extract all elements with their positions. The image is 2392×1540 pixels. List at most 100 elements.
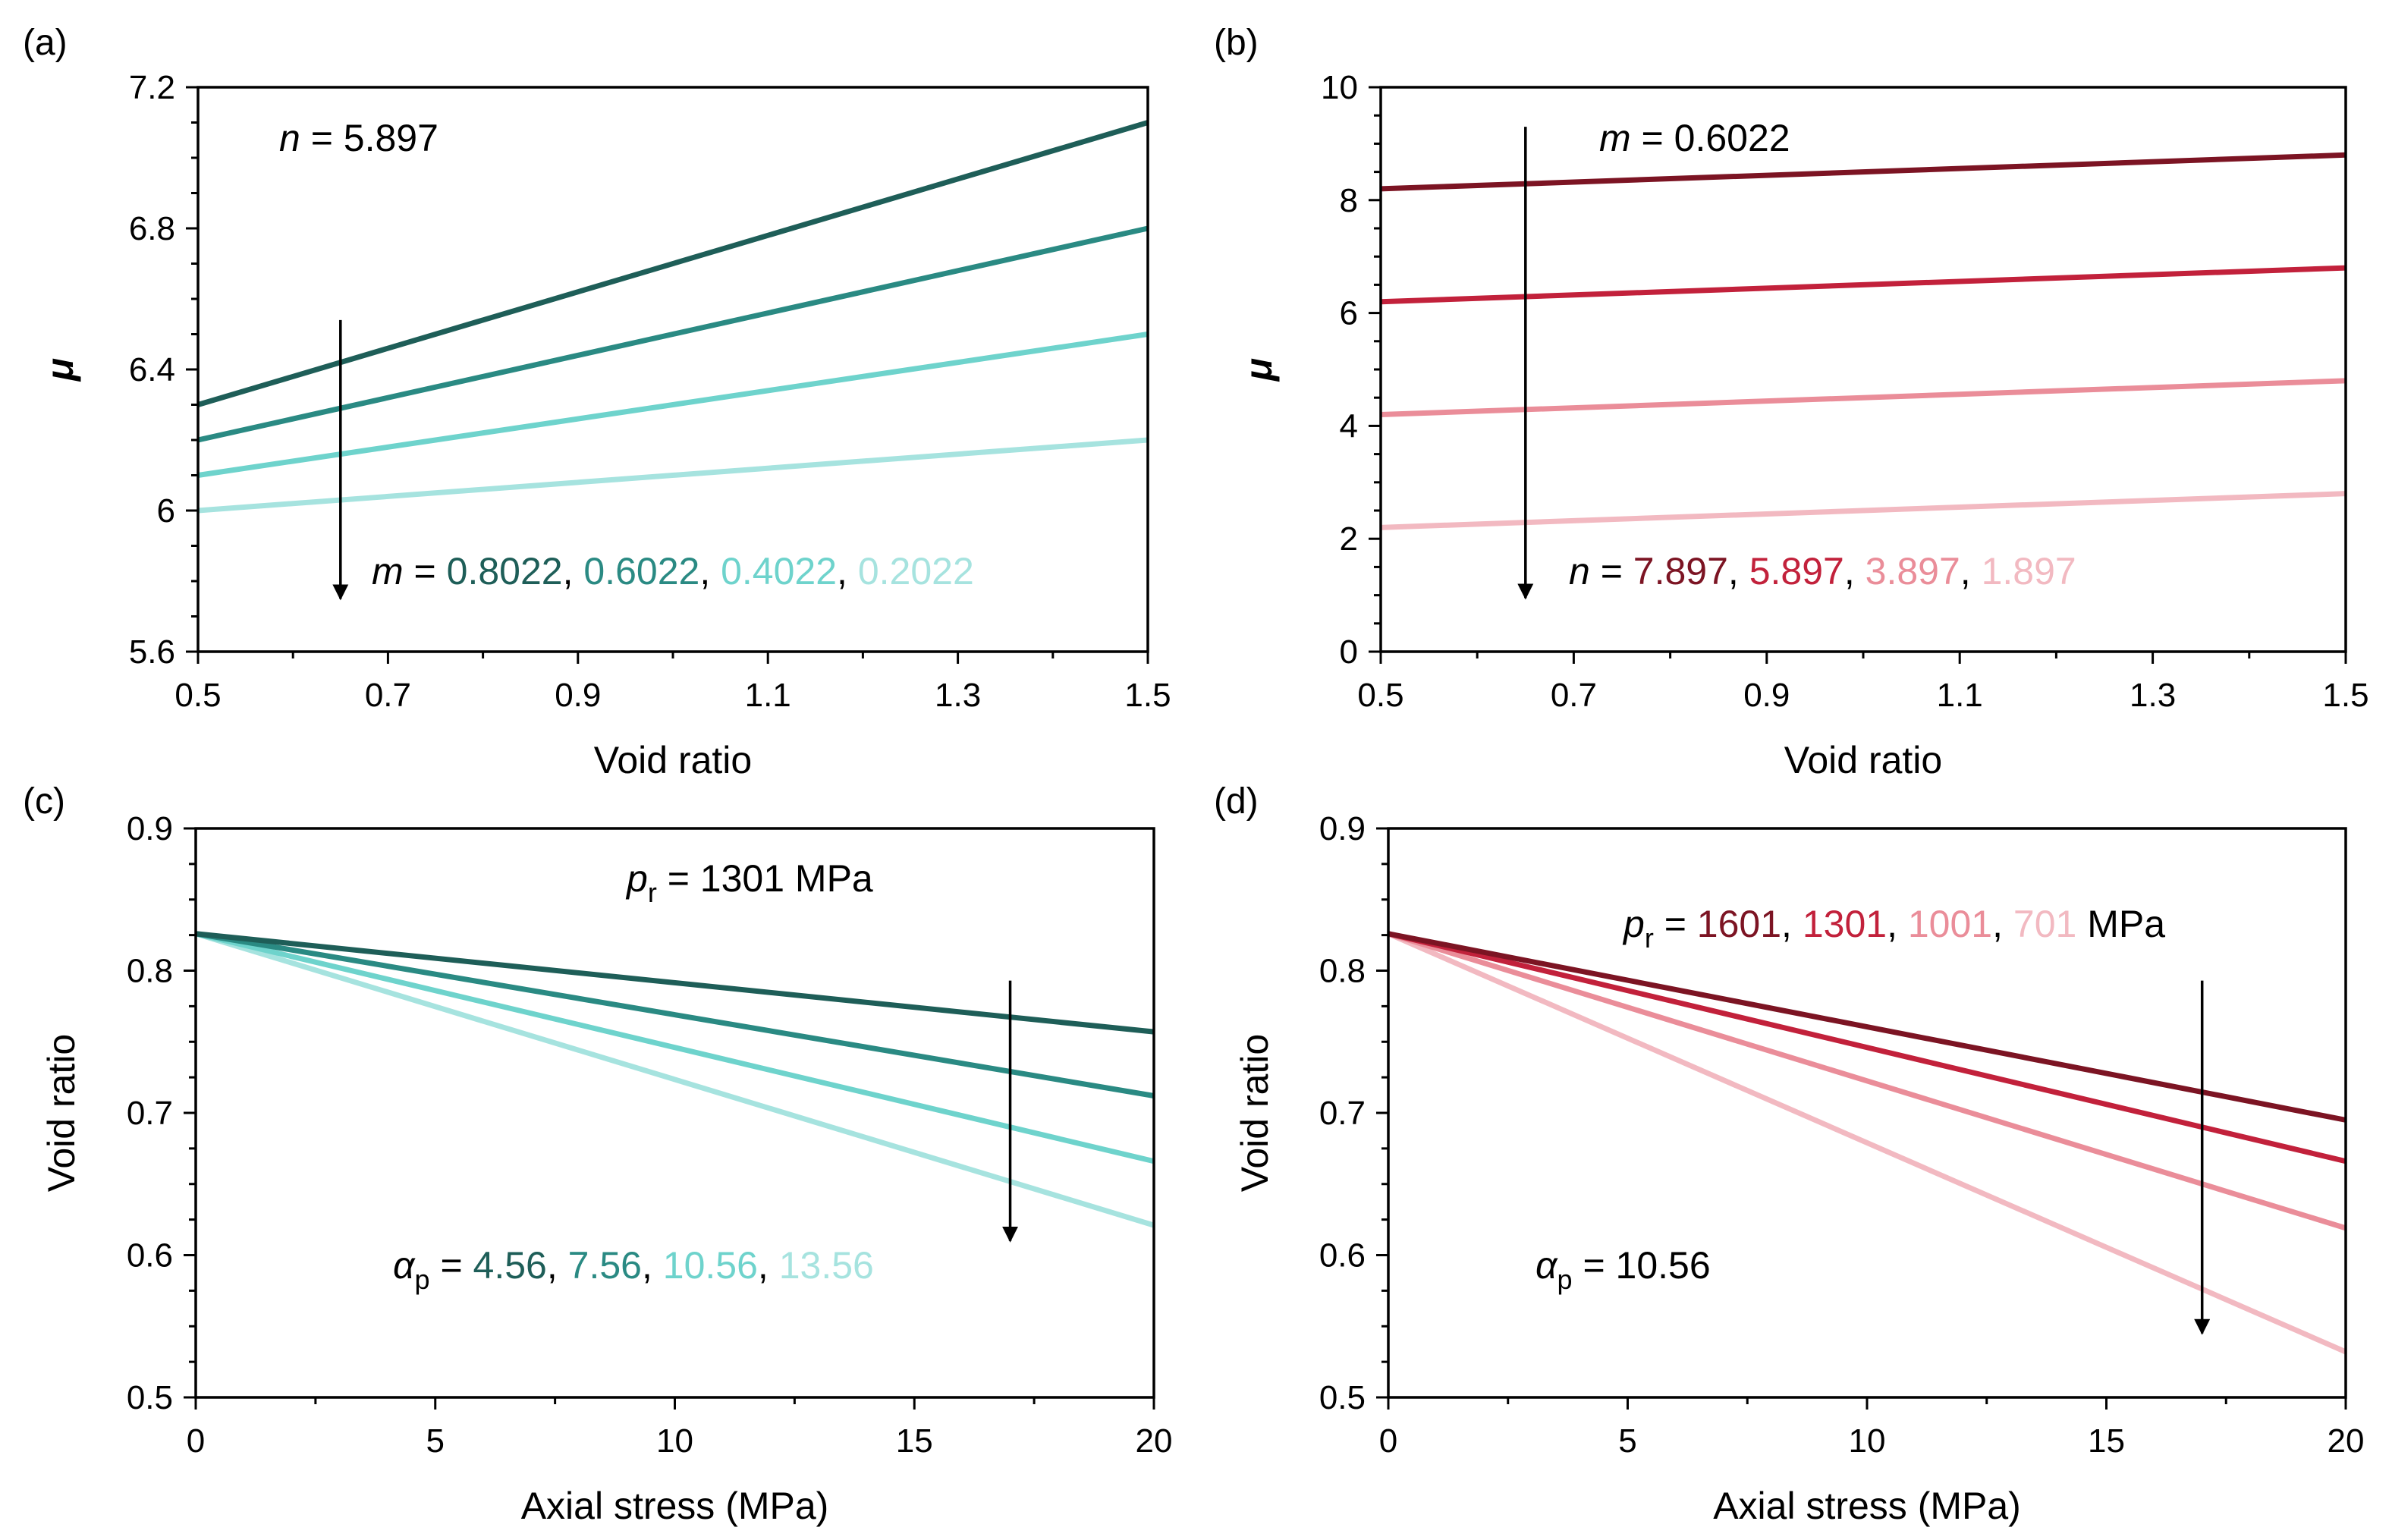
series-line-1601 — [1388, 931, 2346, 1123]
series-line-3.897 — [1380, 378, 2346, 418]
symbol-text: p — [1622, 903, 1645, 945]
x-tick-label: 15 — [896, 1422, 933, 1460]
series-line-701 — [1387, 931, 2347, 1355]
legend-value-10.56: 10.56 — [663, 1244, 758, 1287]
y-axis-title: Void ratio — [40, 1034, 83, 1192]
x-tick-label: 20 — [1136, 1422, 1173, 1460]
legend-value-0.4022: 0.4022 — [721, 550, 837, 592]
series-legend-annotation: m = 0.8022, 0.6022, 0.4022, 0.2022 — [372, 550, 974, 592]
separator-text: , — [1844, 550, 1866, 592]
x-axis-title: Axial stress (MPa) — [521, 1485, 829, 1527]
legend-value-0.6022: 0.6022 — [583, 550, 699, 592]
series-line-13.56 — [194, 931, 1155, 1228]
series-line-7.56 — [195, 931, 1155, 1098]
equals-text: = — [300, 117, 344, 159]
equals-text: = — [430, 1244, 473, 1287]
x-tick-label: 5 — [1618, 1422, 1636, 1460]
series-line-10.56 — [195, 931, 1155, 1164]
x-tick-label: 1.3 — [935, 677, 981, 714]
y-tick-label: 6.4 — [129, 351, 175, 388]
symbol-text: α — [393, 1244, 416, 1287]
fixed-param-annotation: pr = 1301 MPa — [625, 857, 873, 908]
y-tick-label: 0.7 — [1319, 1095, 1366, 1132]
y-tick-label: 4 — [1340, 407, 1358, 445]
y-tick-label: 0.5 — [1319, 1379, 1366, 1416]
legend-value-1601: 1601 — [1697, 903, 1781, 945]
unit-text: MPa — [2076, 903, 2165, 945]
x-tick-label: 0.9 — [1743, 677, 1790, 714]
y-tick-label: 0.5 — [127, 1379, 173, 1416]
x-tick-label: 0.5 — [174, 677, 221, 714]
x-tick-label: 0.7 — [1551, 677, 1597, 714]
value-text: 5.897 — [344, 117, 438, 159]
x-tick-label: 10 — [656, 1422, 693, 1460]
legend-value-4.56: 4.56 — [473, 1244, 547, 1287]
panel-label: (d) — [1214, 781, 1259, 822]
symbol-text: α — [1535, 1244, 1558, 1287]
x-tick-label: 20 — [2328, 1422, 2365, 1460]
x-axis-title: Void ratio — [1784, 739, 1942, 781]
y-axis-title: Void ratio — [1234, 1034, 1276, 1192]
separator-text: , — [758, 1244, 779, 1287]
separator-text: , — [547, 1244, 568, 1287]
series-line-0.4022 — [197, 332, 1149, 478]
symbol-text: n — [1569, 550, 1590, 592]
x-tick-label: 15 — [2088, 1422, 2125, 1460]
y-tick-label: 0.7 — [127, 1095, 173, 1132]
x-axis-title: Void ratio — [594, 739, 752, 781]
separator-text: , — [1887, 903, 1908, 945]
panel-b: (b) 0.5 0.7 0.9 1.1 1.3 1.5 0 2 4 6 8 10 Void ratio μ m… — [1214, 23, 2369, 781]
y-axis-title: μ — [39, 358, 81, 382]
series-legend-annotation: αp = 4.56, 7.56, 10.56, 13.56 — [393, 1244, 874, 1295]
equals-text: = — [1590, 550, 1633, 592]
panel-label: (c) — [23, 781, 65, 822]
series-line-0.8022 — [197, 120, 1149, 407]
equals-text: = — [1631, 117, 1674, 159]
series-line-0.6022 — [197, 225, 1149, 443]
legend-value-13.56: 13.56 — [779, 1244, 874, 1287]
separator-text: , — [1992, 903, 2013, 945]
value-text: 10.56 — [1616, 1244, 1711, 1287]
value-text: 0.6022 — [1674, 117, 1790, 159]
y-tick-label: 6.8 — [129, 210, 175, 247]
series-legend-annotation: pr = 1601, 1301, 1001, 701 MPa — [1622, 903, 2165, 954]
legend-value-701: 701 — [2013, 903, 2076, 945]
series-line-7.897 — [1380, 152, 2346, 192]
x-tick-label: 1.1 — [745, 677, 791, 714]
x-tick-label: 10 — [1849, 1422, 1886, 1460]
sub-text: p — [415, 1264, 430, 1295]
panel-label: (b) — [1214, 23, 1259, 63]
separator-text: , — [699, 550, 721, 592]
separator-text: , — [642, 1244, 663, 1287]
symbol-text: n — [279, 117, 300, 159]
sub-text: r — [648, 877, 657, 908]
legend-value-1.897: 1.897 — [1982, 550, 2076, 592]
panel-c: (c) 0 5 10 15 20 0.5 0.6 0.7 0.8 0.9 Axial stress (… — [23, 781, 1172, 1527]
sub-text: r — [1645, 922, 1654, 954]
series-legend-annotation: n = 7.897, 5.897, 3.897, 1.897 — [1569, 550, 2076, 592]
y-tick-label: 6 — [157, 492, 175, 530]
legend-value-1301: 1301 — [1803, 903, 1887, 945]
fixed-param-annotation: m = 0.6022 — [1599, 117, 1790, 159]
x-tick-label: 1.3 — [2130, 677, 2176, 714]
legend-value-5.897: 5.897 — [1749, 550, 1844, 592]
y-tick-label: 8 — [1340, 182, 1358, 219]
y-tick-label: 0.8 — [1319, 953, 1366, 990]
symbol-text: p — [625, 857, 648, 900]
panel-label: (a) — [23, 23, 68, 63]
y-tick-label: 6 — [1340, 295, 1358, 332]
series-line-1.897 — [1380, 491, 2346, 530]
y-tick-label: 10 — [1321, 69, 1358, 106]
x-tick-label: 0 — [1379, 1422, 1397, 1460]
series-line-4.56 — [195, 931, 1155, 1035]
y-tick-label: 0 — [1340, 633, 1358, 671]
legend-value-3.897: 3.897 — [1866, 550, 1960, 592]
panel-d: (d) 0 5 10 15 20 0.5 0.6 0.7 0.8 0.9 Axial stress (… — [1214, 781, 2364, 1527]
y-tick-label: 5.6 — [129, 633, 175, 671]
fixed-param-annotation: αp = 10.56 — [1535, 1244, 1711, 1295]
equals-text: = — [1654, 903, 1697, 945]
legend-value-0.2022: 0.2022 — [858, 550, 974, 592]
value-text: 1301 MPa — [700, 857, 873, 900]
x-tick-label: 1.5 — [1124, 677, 1171, 714]
